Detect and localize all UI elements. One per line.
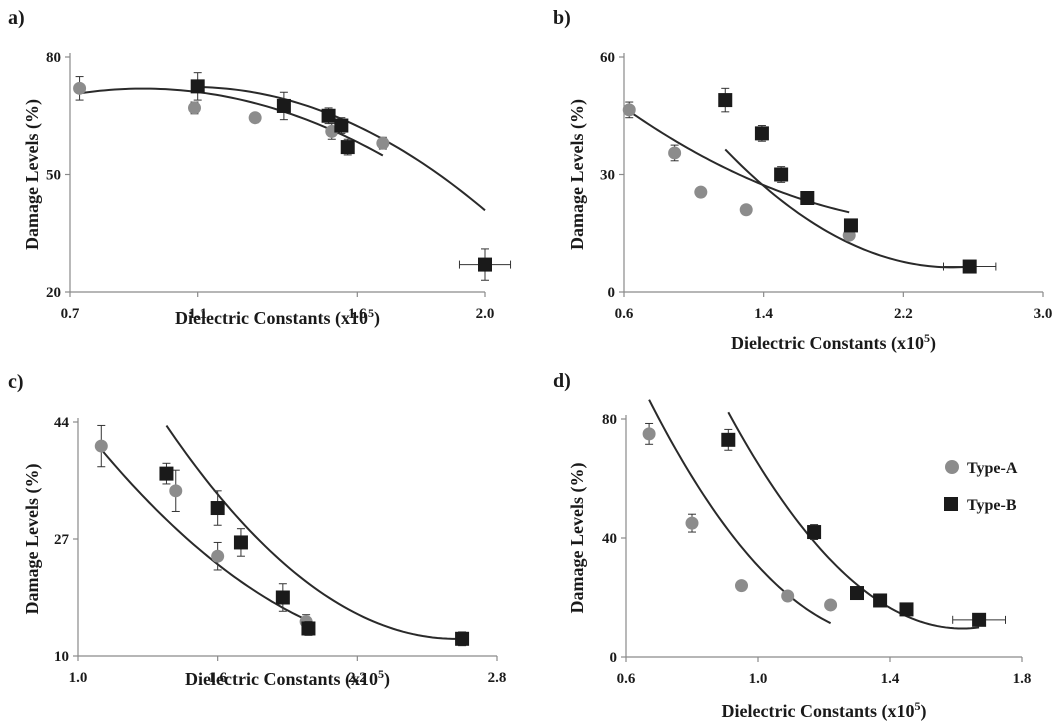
y-tick-label: 60 — [600, 50, 615, 66]
x-tick-label: 2.8 — [488, 670, 507, 686]
panel-letter: c) — [8, 371, 24, 393]
data-point-type-b — [972, 612, 987, 627]
data-point-type-a — [211, 549, 225, 563]
legend-label-type-b: Type-B — [967, 497, 1017, 514]
data-point-type-b — [301, 621, 316, 636]
trendline-type-b — [724, 148, 970, 269]
x-tick-label: 1.1 — [188, 306, 207, 322]
x-axis-title: Dielectric Constants (x105) — [731, 331, 936, 354]
y-tick-label: 40 — [602, 531, 617, 547]
data-point-type-a — [739, 203, 753, 217]
data-point-type-a — [94, 439, 108, 453]
data-point-type-a — [169, 484, 183, 498]
x-tick-label: 1.4 — [881, 671, 900, 687]
x-axis-title: Dielectric Constants (x105) — [185, 667, 390, 690]
y-tick-label: 20 — [46, 285, 61, 301]
data-point-type-b — [233, 535, 248, 550]
y-tick-label: 10 — [54, 649, 69, 665]
data-point-type-a — [781, 589, 795, 603]
legend-label-type-a: Type-A — [967, 460, 1018, 477]
y-axis-title: Damage Levels (%) — [567, 99, 588, 250]
y-axis-title: Damage Levels (%) — [22, 99, 43, 250]
y-tick-label: 80 — [46, 50, 61, 66]
data-point-type-b — [334, 118, 349, 133]
data-point-type-b — [718, 93, 733, 108]
data-point-type-a — [376, 136, 390, 150]
y-tick-label: 0 — [608, 285, 616, 301]
data-point-type-a — [642, 427, 656, 441]
y-tick-label: 44 — [54, 415, 70, 431]
x-tick-label: 1.0 — [749, 671, 768, 687]
data-point-type-b — [275, 590, 290, 605]
data-point-type-b — [321, 108, 336, 123]
x-tick-label: 2.2 — [348, 670, 367, 686]
data-point-type-b — [190, 79, 205, 94]
x-tick-label: 0.6 — [615, 306, 634, 322]
data-point-type-b — [721, 432, 736, 447]
data-point-type-a — [824, 598, 838, 612]
trendline-type-a — [100, 448, 307, 621]
x-tick-label: 1.6 — [208, 670, 227, 686]
data-point-type-b — [210, 501, 225, 516]
x-tick-label: 0.7 — [61, 306, 80, 322]
y-axis-title: Damage Levels (%) — [567, 463, 588, 614]
trendline-type-b — [727, 411, 980, 630]
panel-letter: d) — [553, 370, 571, 392]
x-tick-label: 1.4 — [754, 306, 773, 322]
data-point-type-b — [159, 466, 174, 481]
panel-letter: b) — [553, 7, 571, 29]
chart-panel-d: d) 0 40 80 0.6 1.0 1.4 1.8 Dielectric Constants … — [553, 370, 1031, 722]
x-tick-label: 0.6 — [617, 671, 636, 687]
data-point-type-b — [800, 191, 815, 205]
y-tick-label: 27 — [54, 532, 70, 548]
x-axis-title: Dielectric Constants (x105) — [175, 306, 380, 329]
x-tick-label: 3.0 — [1034, 306, 1053, 322]
data-point-type-b — [850, 586, 864, 601]
data-point-type-b — [754, 126, 769, 141]
data-point-type-b — [276, 98, 291, 113]
y-axis-title: Damage Levels (%) — [22, 464, 43, 615]
trendline-type-a — [628, 110, 850, 214]
y-tick-label: 30 — [600, 168, 615, 184]
data-point-type-a — [622, 103, 636, 117]
y-tick-label: 50 — [46, 168, 61, 184]
data-point-type-b — [843, 218, 858, 233]
x-tick-label: 1.8 — [1013, 671, 1032, 687]
data-point-type-b — [873, 593, 888, 608]
chart-panel-a: a) 20 50 80 0.7 1.1 1.6 2.0 Dielectric Constants… — [8, 7, 512, 329]
legend-marker-type-a — [945, 460, 959, 474]
data-point-type-a — [248, 111, 262, 125]
data-point-type-b — [455, 631, 470, 646]
x-tick-label: 1.0 — [69, 670, 88, 686]
chart-panel-b: b) 0 30 60 0.6 1.4 2.2 3.0 Dielectric Constants … — [553, 7, 1052, 354]
y-tick-label: 80 — [602, 412, 617, 428]
data-point-type-a — [188, 101, 201, 115]
panel-letter: a) — [8, 7, 25, 29]
data-point-type-b — [774, 167, 789, 182]
x-axis-title: Dielectric Constants (x105) — [722, 699, 927, 722]
legend: Type-A Type-B — [944, 460, 1018, 514]
data-point-type-a — [685, 516, 699, 530]
chart-panels: a) 20 50 80 0.7 1.1 1.6 2.0 Dielectric Constants… — [8, 7, 1052, 722]
x-tick-label: 2.0 — [476, 306, 495, 322]
data-point-type-a — [694, 185, 708, 199]
data-point-type-b — [807, 525, 822, 540]
data-point-type-b — [962, 259, 977, 274]
y-tick-label: 0 — [610, 650, 618, 666]
trendline-type-b — [165, 424, 463, 640]
chart-panel-c: c) 10 27 44 1.0 1.6 2.2 2.8 Dielectric Constants… — [8, 371, 506, 690]
data-point-type-b — [899, 602, 914, 617]
data-point-type-a — [73, 81, 87, 95]
trendline-type-a — [648, 399, 832, 625]
x-tick-label: 2.2 — [894, 306, 913, 322]
data-point-type-a — [668, 146, 682, 160]
legend-marker-type-b — [944, 497, 958, 511]
data-point-type-a — [735, 579, 748, 593]
data-point-type-b — [340, 140, 355, 155]
x-tick-label: 1.6 — [348, 306, 367, 322]
data-point-type-b — [478, 257, 492, 272]
